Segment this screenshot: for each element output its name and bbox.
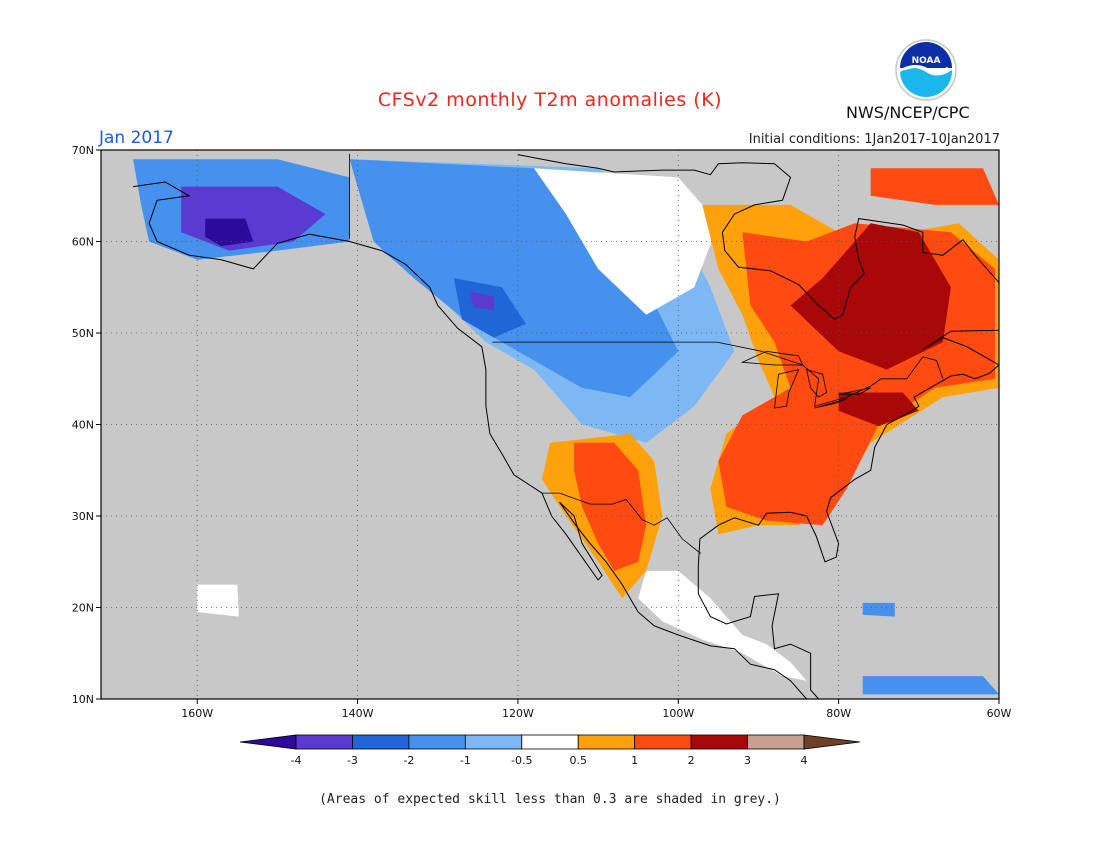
lon-tick-label: 80W	[826, 707, 851, 720]
noaa-logo: NOAA	[895, 39, 957, 101]
lat-tick-label: 10N	[72, 693, 94, 706]
lat-tick-label: 70N	[72, 144, 94, 157]
region-mexico-white	[638, 570, 807, 681]
colorbar-bin-min	[239, 734, 297, 750]
lake-outline	[806, 369, 828, 398]
region-caribbean-blue	[862, 602, 895, 617]
map-layer	[101, 150, 999, 699]
colorbar-tick-label: -1	[460, 754, 471, 767]
region-bc-purple	[469, 291, 494, 311]
colorbar-bin	[690, 734, 748, 750]
colorbar-bin	[634, 734, 692, 750]
lat-tick-label: 60N	[72, 236, 94, 249]
colorbar-tick-label: 3	[744, 754, 751, 767]
lon-tick-label: 140W	[342, 707, 374, 720]
country-border	[492, 341, 944, 407]
colorbar-bin	[521, 734, 579, 750]
initial-conditions-label: Initial conditions: 1Jan2017-10Jan2017	[748, 132, 1000, 147]
region-venezuela-blue	[862, 676, 999, 695]
colorbar-bin-max	[803, 734, 861, 750]
skill-footnote: (Areas of expected skill less than 0.3 a…	[319, 792, 781, 807]
lon-tick-label: 60W	[987, 707, 1012, 720]
region-canada-blue	[349, 159, 679, 398]
colorbar-bin	[408, 734, 466, 750]
lat-tick-label: 50N	[72, 327, 94, 340]
colorbar-tick-label: -4	[291, 754, 302, 767]
lon-tick-label: 120W	[502, 707, 534, 720]
colorbar-bin	[352, 734, 410, 750]
colorbar-tick-label: 1	[631, 754, 638, 767]
colorbar-bin	[747, 734, 805, 750]
colorbar-tick-label: -3	[347, 754, 358, 767]
lat-tick-label: 40N	[72, 419, 94, 432]
colorbar-tick-label: -2	[403, 754, 414, 767]
colorbar-tick-label: 2	[688, 754, 695, 767]
region-hawaii-white	[197, 584, 239, 617]
anomaly-regions	[133, 159, 999, 695]
colorbar-tick-label: -0.5	[511, 754, 532, 767]
chart-title: CFSv2 monthly T2m anomalies (K)	[377, 89, 723, 111]
lon-tick-label: 160W	[181, 707, 213, 720]
colorbar-bin	[295, 734, 353, 750]
country-border	[542, 492, 701, 554]
region-alaska-coldest	[205, 218, 254, 247]
lat-tick-label: 30N	[72, 510, 94, 523]
agency-label: NWS/NCEP/CPC	[846, 103, 970, 122]
month-label: Jan 2017	[99, 128, 174, 148]
noaa-logo-text: NOAA	[912, 56, 941, 66]
colorbar-bins	[239, 734, 861, 750]
region-greenland-red	[870, 168, 999, 205]
region-southwest-red	[574, 442, 647, 571]
region-quebec-dark-red	[790, 223, 951, 370]
coastlines	[133, 153, 999, 699]
axis-ticks: 70N 60N 50N 40N 30N 20N 10N 160W 140W 120W 100W 80W…	[72, 144, 1012, 720]
colorbar-bin	[464, 734, 523, 750]
colorbar-tick-labels: -4 -3 -2 -1 -0.5 0.5 1 2 3 4	[291, 754, 808, 767]
lon-tick-label: 100W	[662, 707, 694, 720]
colorbar-tick-label: 4	[801, 754, 808, 767]
colorbar-bin	[577, 734, 636, 750]
colorbar-tick-label: 0.5	[569, 754, 587, 767]
lake-outline	[774, 369, 800, 409]
lat-tick-label: 20N	[72, 602, 94, 615]
lake-outline	[814, 398, 847, 409]
anomaly-map: 70N 60N 50N 40N 30N 20N 10N 160W 140W 120W 100W 80W…	[72, 144, 1012, 720]
lake-outline	[838, 387, 871, 395]
coastline	[133, 154, 999, 699]
lake-outline	[740, 350, 804, 366]
